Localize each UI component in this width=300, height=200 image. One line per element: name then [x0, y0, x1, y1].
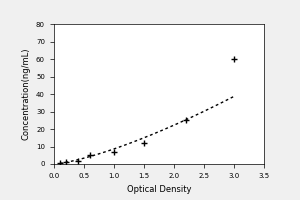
Y-axis label: Concentration(ng/mL): Concentration(ng/mL)	[21, 48, 30, 140]
X-axis label: Optical Density: Optical Density	[127, 185, 191, 194]
